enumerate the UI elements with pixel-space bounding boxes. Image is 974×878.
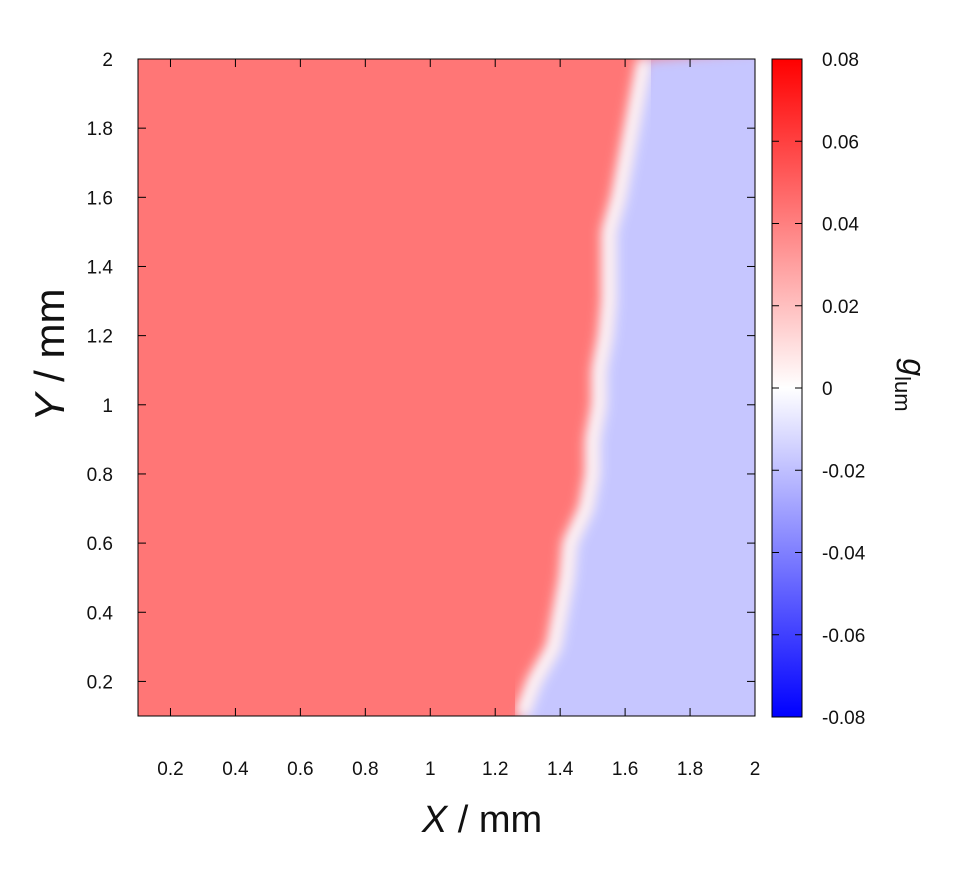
colorbar-tick-label: -0.02 [822,461,865,482]
colorbar-label-main: g [896,358,932,376]
x-axis-label: X / mm [421,799,542,841]
colorbar-tick-label: 0.02 [822,297,859,318]
colorbar-tick-label: -0.04 [822,544,866,565]
y-axis-label: Y / mm [26,289,73,422]
y-axis-ticks: 0.2 0.4 0.6 0.8 1 1.2 1.4 1.6 1.8 2 [87,50,755,693]
colorbar-tick-label: 0.04 [822,215,859,236]
negative-region [521,59,755,716]
y-tick-label: 0.8 [87,465,113,486]
y-axis-label-variable: Y [26,391,73,422]
y-tick-label: 0.2 [87,672,113,693]
x-tick-label: 1.6 [612,759,638,780]
x-tick-label: 0.6 [287,759,313,780]
y-tick-label: 1.6 [87,188,113,209]
x-tick-label: 1 [425,759,436,780]
heatmap-field [138,59,755,716]
plot-frame [137,58,756,717]
zero-contour [514,59,652,716]
y-tick-label: 1 [102,396,113,417]
y-tick-label: 1.8 [87,119,113,140]
y-axis-label-unit: / mm [26,289,73,394]
x-tick-label: 2 [750,759,761,780]
y-tick-label: 0.6 [87,534,113,555]
x-tick-label: 0.2 [157,759,183,780]
colorbar-tick-label: 0 [822,379,833,400]
x-tick-label: 1.2 [482,759,508,780]
x-axis-label-variable: X [421,799,449,841]
y-tick-label: 0.4 [87,603,114,624]
y-tick-label: 1.2 [87,327,113,348]
colorbar-label-sub: lum [890,376,915,411]
colorbar-tick-label: 0.06 [822,132,859,153]
colorbar-ticks: 0.08 0.06 0.04 0.02 0 -0.02 -0.04 -0.06 -0.08 [772,50,866,729]
y-tick-label: 1.4 [87,257,114,278]
x-axis-ticks: 0.2 0.4 0.6 0.8 1 1.2 1.4 1.6 1.8 2 [157,59,760,780]
y-tick-label: 2 [102,50,113,71]
colorbar-label: glum [890,358,932,411]
colorbar-tick-label: 0.08 [822,50,859,71]
x-axis-label-unit: / mm [447,799,542,841]
x-tick-label: 0.8 [352,759,378,780]
colorbar-tick-label: -0.06 [822,626,865,647]
colorbar-tick-label: -0.08 [822,708,865,729]
x-tick-label: 1.8 [677,759,703,780]
x-tick-label: 1.4 [547,759,574,780]
x-tick-label: 0.4 [222,759,249,780]
